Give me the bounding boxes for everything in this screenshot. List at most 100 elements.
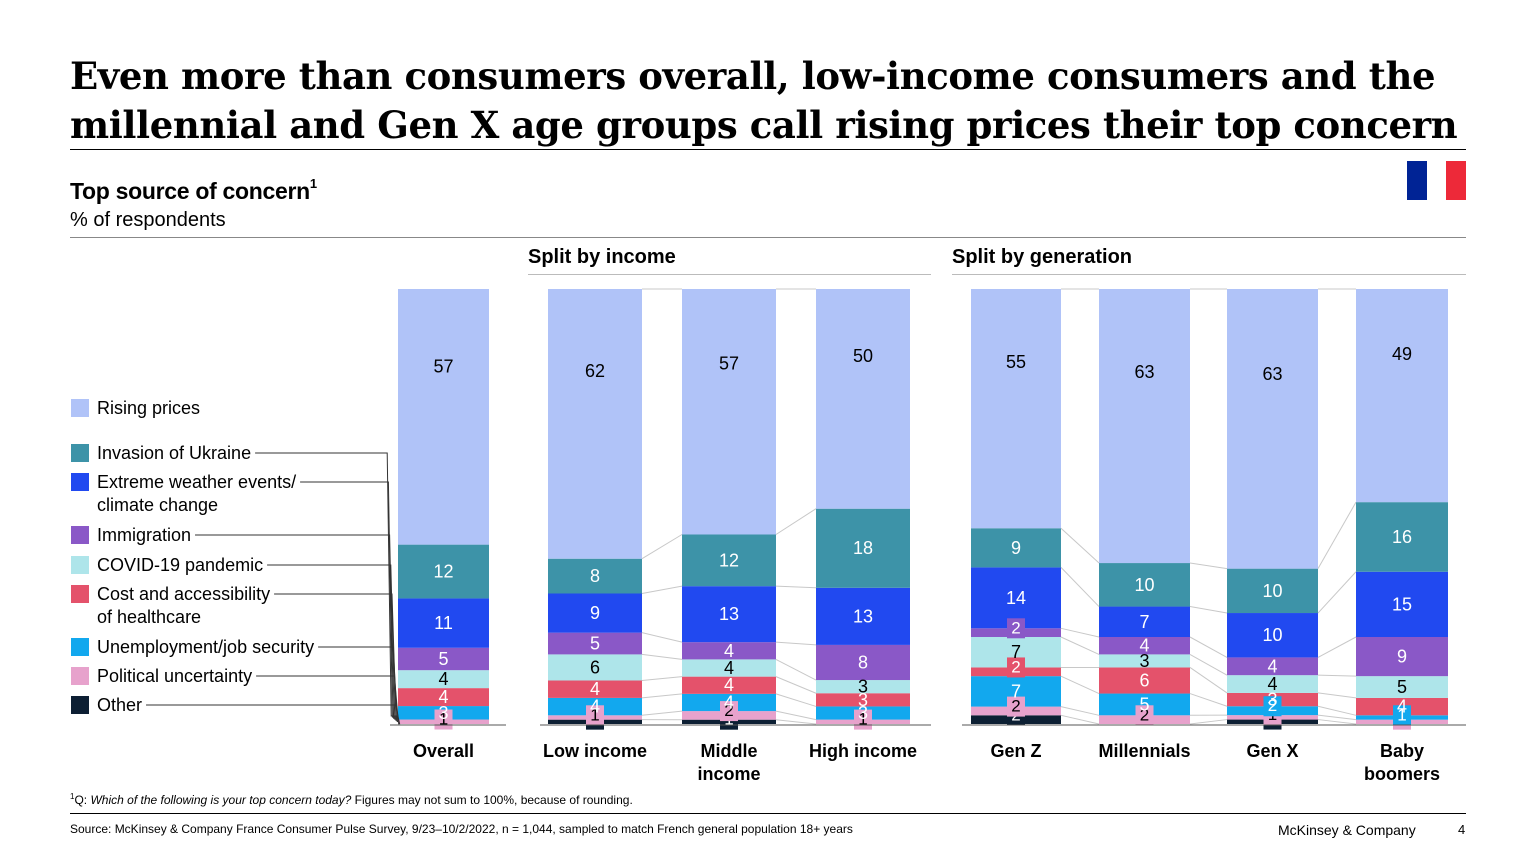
connector-line-gen-z-other <box>1060 714 1100 725</box>
flag-blue-stripe <box>1407 161 1427 200</box>
legend-label-covid-19-pandemic: COVID-19 pandemic <box>97 555 263 575</box>
data-label-gen-z-immigration: 2 <box>1011 618 1020 637</box>
connector-line-low-income-cost-and-accessibility-of-healthcare <box>641 676 683 681</box>
legend-label-immigration: Immigration <box>97 525 191 545</box>
category-label-baby-boomers-line2: boomers <box>1364 764 1440 784</box>
bar-segment-gen-z-extreme-weather-events-climate-change <box>971 567 1061 629</box>
data-label-overall-rising-prices: 57 <box>433 357 453 377</box>
data-label-low-income-extreme-weather-events-climate-change: 9 <box>590 603 600 623</box>
connector-line-millennials-unemployment-job-security <box>1189 693 1228 707</box>
data-label-high-income-unemployment-job-security: 3 <box>858 703 868 723</box>
legend-label-political-uncertainty: Political uncertainty <box>97 666 252 686</box>
bar-segment-high-income-covid-19-pandemic <box>816 680 910 694</box>
bar-segment-low-income-rising-prices <box>548 289 642 559</box>
legend-swatch-other <box>71 696 89 714</box>
title-divider <box>70 149 1466 150</box>
bar-segment-low-income-covid-19-pandemic <box>548 654 642 681</box>
header-divider <box>70 237 1466 238</box>
bar-segment-baby-boomers-covid-19-pandemic <box>1356 676 1448 698</box>
value-tag-middle-income-political-uncertainty <box>720 701 738 722</box>
source-note: Source: McKinsey & Company France Consum… <box>70 822 853 836</box>
data-label-baby-boomers-invasion-of-ukraine: 16 <box>1392 527 1412 547</box>
chart-title: Even more than consumers overall, low-in… <box>70 54 1458 147</box>
category-label-gen-z: Gen Z <box>990 741 1041 761</box>
bar-segment-high-income-immigration <box>816 644 910 681</box>
legend-swatch-immigration <box>71 526 89 544</box>
data-label-gen-x-covid-19-pandemic: 4 <box>1267 674 1277 694</box>
connector-line-gen-x-immigration <box>1317 636 1357 658</box>
bar-segment-baby-boomers-invasion-of-ukraine <box>1356 502 1448 572</box>
value-tag-gen-z-immigration <box>1007 618 1025 639</box>
category-label-millennials: Millennials <box>1098 741 1190 761</box>
data-label-baby-boomers-covid-19-pandemic: 5 <box>1397 677 1407 697</box>
category-label-overall: Overall <box>413 741 474 761</box>
bar-segment-millennials-extreme-weather-events-climate-change <box>1099 606 1190 637</box>
connector-line-low-income-covid-19-pandemic <box>641 653 683 660</box>
bar-segment-gen-x-invasion-of-ukraine <box>1227 568 1318 614</box>
data-label-low-income-immigration: 5 <box>590 634 600 654</box>
flag-red-stripe <box>1446 161 1466 200</box>
bar-segment-low-income-invasion-of-ukraine <box>548 558 642 594</box>
data-label-low-income-covid-19-pandemic: 6 <box>590 657 600 677</box>
category-label-low-income: Low income <box>543 741 647 761</box>
footnote-note: Figures may not sum to 100%, because of … <box>351 793 633 807</box>
connector-line-low-income-immigration <box>641 632 683 643</box>
bar-segment-middle-income-covid-19-pandemic <box>682 659 776 677</box>
connector-line-gen-z-invasion-of-ukraine <box>1060 527 1100 564</box>
group-title-generation: Split by generation <box>952 246 1133 268</box>
data-label-baby-boomers-immigration: 9 <box>1397 647 1407 667</box>
data-label-high-income-extreme-weather-events-climate-change: 13 <box>853 606 873 626</box>
value-tag-gen-x-unemployment-job-security <box>1263 696 1282 717</box>
value-tag-gen-z-cost-and-accessibility-of-healthcare <box>1007 657 1025 678</box>
bar-segment-middle-income-immigration <box>682 642 776 660</box>
bar-segment-overall-invasion-of-ukraine <box>398 544 489 599</box>
unit-label: % of respondents <box>70 209 226 231</box>
group-rule-income <box>528 274 931 275</box>
data-label-millennials-unemployment-job-security: 5 <box>1139 694 1149 714</box>
bar-segment-low-income-extreme-weather-events-climate-change <box>548 593 642 633</box>
connector-line-gen-z-covid-19-pandemic <box>1060 636 1100 655</box>
footnote-prefix: Q: <box>74 793 91 807</box>
legend-leader-other <box>146 704 401 725</box>
category-label-baby-boomers: Baby <box>1380 741 1424 761</box>
connector-line-gen-x-invasion-of-ukraine <box>1317 501 1357 569</box>
data-label-millennials-political-uncertainty: 2 <box>1140 705 1149 724</box>
legend-swatch-invasion-of-ukraine <box>71 444 89 462</box>
category-label-middle-income-line2: income <box>697 764 760 784</box>
data-label-gen-x-unemployment-job-security: 2 <box>1268 696 1277 715</box>
data-label-millennials-covid-19-pandemic: 3 <box>1139 651 1149 671</box>
data-label-millennials-rising-prices: 63 <box>1134 362 1154 382</box>
bar-segment-millennials-rising-prices <box>1099 289 1190 564</box>
data-label-middle-income-extreme-weather-events-climate-change: 13 <box>719 604 739 624</box>
bar-segment-overall-rising-prices <box>398 289 489 545</box>
bar-segment-gen-x-extreme-weather-events-climate-change <box>1227 613 1318 658</box>
data-label-gen-z-invasion-of-ukraine: 9 <box>1011 538 1021 558</box>
connector-line-gen-x-unemployment-job-security <box>1317 705 1357 716</box>
bar-segment-millennials-invasion-of-ukraine <box>1099 563 1190 607</box>
data-label-middle-income-rising-prices: 57 <box>719 354 739 374</box>
chart-subtitle-text: Top source of concern <box>70 178 310 204</box>
data-label-millennials-extreme-weather-events-climate-change: 7 <box>1139 612 1149 632</box>
legend-label-other: Other <box>97 695 142 715</box>
chart-subtitle: Top source of concern1 <box>70 176 317 205</box>
data-label-middle-income-cost-and-accessibility-of-healthcare: 4 <box>724 675 734 695</box>
data-label-gen-z-cost-and-accessibility-of-healthcare: 2 <box>1011 657 1020 676</box>
connector-line-millennials-immigration <box>1189 636 1228 658</box>
legend-label-unemployment-job-security: Unemployment/job security <box>97 637 314 657</box>
bar-segment-gen-x-covid-19-pandemic <box>1227 675 1318 693</box>
bar-segment-millennials-cost-and-accessibility-of-healthcare <box>1099 667 1190 694</box>
bar-segment-overall-cost-and-accessibility-of-healthcare <box>398 688 489 707</box>
connector-line-middle-income-unemployment-job-security <box>775 693 817 707</box>
data-label-high-income-immigration: 8 <box>858 652 868 672</box>
connector-line-low-income-political-uncertainty <box>641 710 683 716</box>
data-label-low-income-cost-and-accessibility-of-healthcare: 4 <box>590 679 600 699</box>
footer-divider <box>70 813 1466 814</box>
category-label-gen-x: Gen X <box>1246 741 1298 761</box>
bar-segment-low-income-cost-and-accessibility-of-healthcare <box>548 680 642 698</box>
connector-line-gen-x-extreme-weather-events-climate-change <box>1317 571 1357 614</box>
data-label-low-income-unemployment-job-security: 4 <box>590 697 600 717</box>
value-tag-low-income-political-uncertainty <box>586 705 604 726</box>
data-label-middle-income-covid-19-pandemic: 4 <box>724 658 734 678</box>
value-tag-millennials-political-uncertainty <box>1135 705 1154 726</box>
footnote-mark: 1 <box>70 792 75 801</box>
